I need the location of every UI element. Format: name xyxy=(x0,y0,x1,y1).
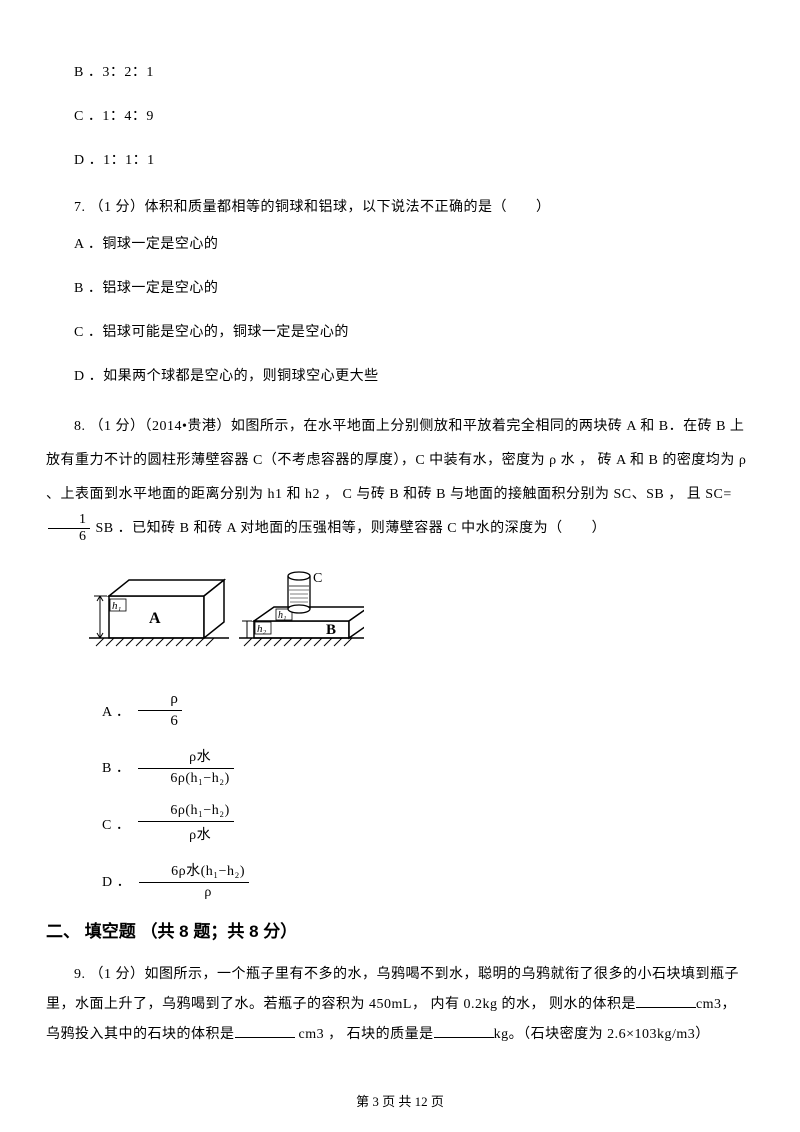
q8-stem-frac-den: 6 xyxy=(48,529,90,544)
q9-unit2: cm3 ， 石块的质量是 xyxy=(295,1027,434,1042)
q8-stem-part1: 8. （1 分）（2014•贵港）如图所示，在水平地面上分别侧放和平放着完全相同… xyxy=(46,419,746,502)
q8-stem-part2: SB ．已知砖 B 和砖 A 对地面的压强相等，则薄壁容器 C 中水的深度为（ … xyxy=(96,521,607,536)
q8-opt-a-den: 6 xyxy=(138,711,182,730)
q6-option-d: D ．1：1：1 xyxy=(46,150,754,172)
h1-label: h₁ xyxy=(112,600,122,612)
q6-option-b: B ．3：2：1 xyxy=(46,62,754,84)
h2-label: h₂ xyxy=(257,623,267,635)
q8-opt-c-den: ρ水 xyxy=(138,822,233,844)
q8-stem: 8. （1 分）（2014•贵港）如图所示，在水平地面上分别侧放和平放着完全相同… xyxy=(46,410,754,546)
footer-prefix: 第 xyxy=(356,1094,372,1109)
q8-option-c: C ． 6ρ(h₁−h₂) ρ水 xyxy=(46,803,754,844)
q8-opt-a-label: A ． xyxy=(74,701,130,721)
q6-option-c: C ．1：4：9 xyxy=(46,106,754,128)
q8-option-a: A ． ρ 6 xyxy=(46,691,754,730)
q8-opt-b-num: ρ水 xyxy=(138,746,233,769)
q7-option-a: A ．铜球一定是空心的 xyxy=(46,234,754,256)
q7-option-c: C ．铝球可能是空心的，铜球一定是空心的 xyxy=(46,322,754,344)
h1-sub-label: h₁ xyxy=(278,610,286,621)
q8-opt-d-label: D ． xyxy=(74,871,131,891)
footer-suffix: 页 xyxy=(428,1094,444,1109)
q8-opt-b-label: B ． xyxy=(74,757,130,777)
q8-opt-c-label: C ． xyxy=(74,814,130,834)
q7-option-b: B ．铝球一定是空心的 xyxy=(46,278,754,300)
q8-stem-fraction: 1 6 xyxy=(48,513,90,544)
q9-blank-3 xyxy=(434,1023,494,1038)
q8-opt-c-num: 6ρ(h₁−h₂) xyxy=(138,803,233,822)
section-2-title: 二、 填空题 （共 8 题；共 8 分） xyxy=(46,917,754,942)
q7-stem: 7. （1 分）体积和质量都相等的铜球和铝球，以下说法不正确的是（ ） xyxy=(46,194,754,222)
q8-opt-a-num: ρ xyxy=(138,691,182,711)
q8-opt-d-frac: 6ρ水(h₁−h₂) ρ xyxy=(139,860,249,901)
q9-blank-2 xyxy=(235,1023,295,1038)
q7-option-d: D ．如果两个球都是空心的，则铜球空心更大些 xyxy=(46,366,754,388)
brick-b-label: B xyxy=(326,622,336,638)
q8-diagram: A h₁ xyxy=(74,556,754,671)
q9-blank-1 xyxy=(636,993,696,1008)
ground-a xyxy=(89,638,229,646)
footer-mid: 页 共 xyxy=(379,1094,415,1109)
page-container: B ．3：2：1 C ．1：4：9 D ．1：1：1 7. （1 分）体积和质量… xyxy=(0,0,800,1132)
page-footer: 第 3 页 共 12 页 xyxy=(0,1091,800,1110)
q9-tail: kg。（石块密度为 2.6×103kg/m3） xyxy=(494,1027,710,1042)
q8-opt-b-frac: ρ水 6ρ(h₁−h₂) xyxy=(138,746,233,787)
q8-option-d: D ． 6ρ水(h₁−h₂) ρ xyxy=(46,860,754,901)
q8-opt-b-den: 6ρ(h₁−h₂) xyxy=(138,769,233,787)
cylinder-c-label: C xyxy=(313,571,322,586)
q8-diagram-svg: A h₁ xyxy=(74,556,364,666)
q8-opt-d-den: ρ xyxy=(139,883,249,901)
q9-stem: 9. （1 分）如图所示，一个瓶子里有不多的水，乌鸦喝不到水，聪明的乌鸦就衔了很… xyxy=(46,960,754,1050)
q8-opt-c-frac: 6ρ(h₁−h₂) ρ水 xyxy=(138,803,233,844)
q8-option-b: B ． ρ水 6ρ(h₁−h₂) xyxy=(46,746,754,787)
q8-stem-frac-num: 1 xyxy=(48,513,90,529)
q8-opt-d-num: 6ρ水(h₁−h₂) xyxy=(139,860,249,883)
brick-a-label: A xyxy=(149,610,161,627)
footer-total: 12 xyxy=(415,1094,428,1109)
ground-b xyxy=(239,638,364,646)
q8-opt-a-frac: ρ 6 xyxy=(138,691,182,730)
